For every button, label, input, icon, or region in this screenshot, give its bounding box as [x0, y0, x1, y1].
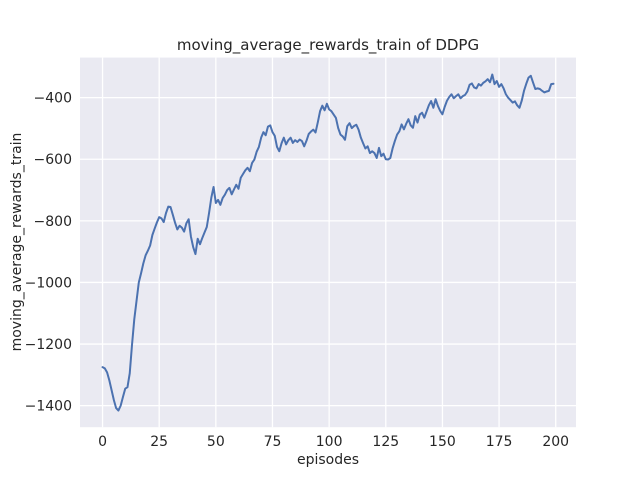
x-tick-label: 200 — [542, 434, 569, 450]
series-line — [101, 73, 555, 412]
tick-labels: 0 25 50 75 100 125 150 175 200 −400 −600 −800 −1000 −… — [25, 91, 569, 451]
x-tick-label: 100 — [316, 434, 343, 450]
y-tick-label: −1000 — [25, 275, 72, 291]
series — [101, 73, 555, 412]
x-tick-label: 25 — [150, 434, 168, 450]
plot-area — [80, 57, 576, 428]
x-tick-label: 125 — [372, 434, 399, 450]
x-tick-label: 75 — [264, 434, 282, 450]
x-tick-label: 50 — [207, 434, 225, 450]
grid — [80, 57, 576, 428]
y-tick-label: −1200 — [25, 337, 72, 353]
x-tick-label: 150 — [429, 434, 456, 450]
y-tick-label: −400 — [34, 91, 72, 107]
y-tick-label: −600 — [34, 152, 72, 168]
y-tick-label: −800 — [34, 214, 72, 230]
x-axis-label: episodes — [297, 452, 359, 468]
y-axis-label: moving_average_rewards_train — [9, 133, 25, 352]
x-tick-label: 175 — [486, 434, 513, 450]
x-tick-label: 0 — [98, 434, 107, 450]
chart-title: moving_average_rewards_train of DDPG — [177, 36, 479, 55]
y-tick-label: −1400 — [25, 399, 72, 415]
